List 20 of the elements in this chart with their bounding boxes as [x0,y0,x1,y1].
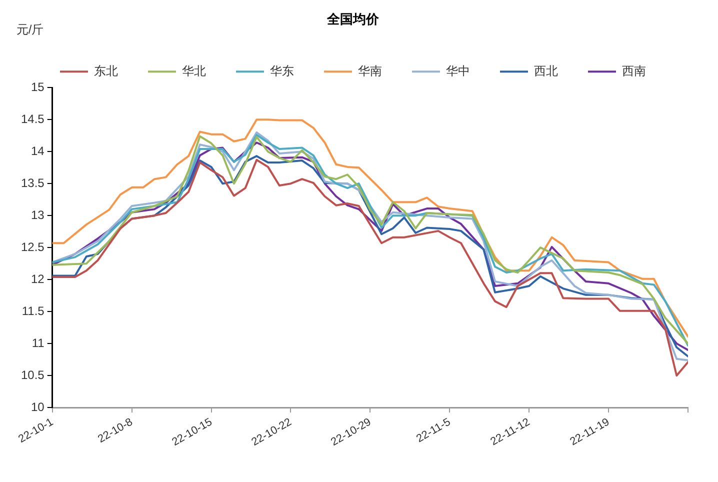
y-tick-label: 10.5 [20,368,45,382]
chart-title: 全国均价 [326,11,380,26]
y-tick-label: 10 [30,400,45,414]
y-tick-label: 14 [30,144,45,158]
y-tick-label: 12.5 [20,240,45,254]
y-tick-label: 15 [30,80,45,94]
legend-label: 华北 [182,64,206,78]
legend-label: 华南 [358,64,382,78]
y-tick-label: 13 [30,208,45,222]
y-tick-label: 14.5 [20,112,45,126]
y-tick-label: 13.5 [20,176,45,190]
y-tick-label: 12 [30,272,45,286]
legend-label: 西北 [534,64,558,78]
legend-label: 东北 [94,64,118,78]
y-tick-label: 11 [32,336,45,350]
y-tick-label: 11.5 [22,304,45,318]
legend-label: 西南 [622,64,646,78]
legend-label: 华中 [446,64,470,78]
legend-label: 华东 [270,64,294,78]
y-axis-title: 元/斤 [16,22,44,36]
